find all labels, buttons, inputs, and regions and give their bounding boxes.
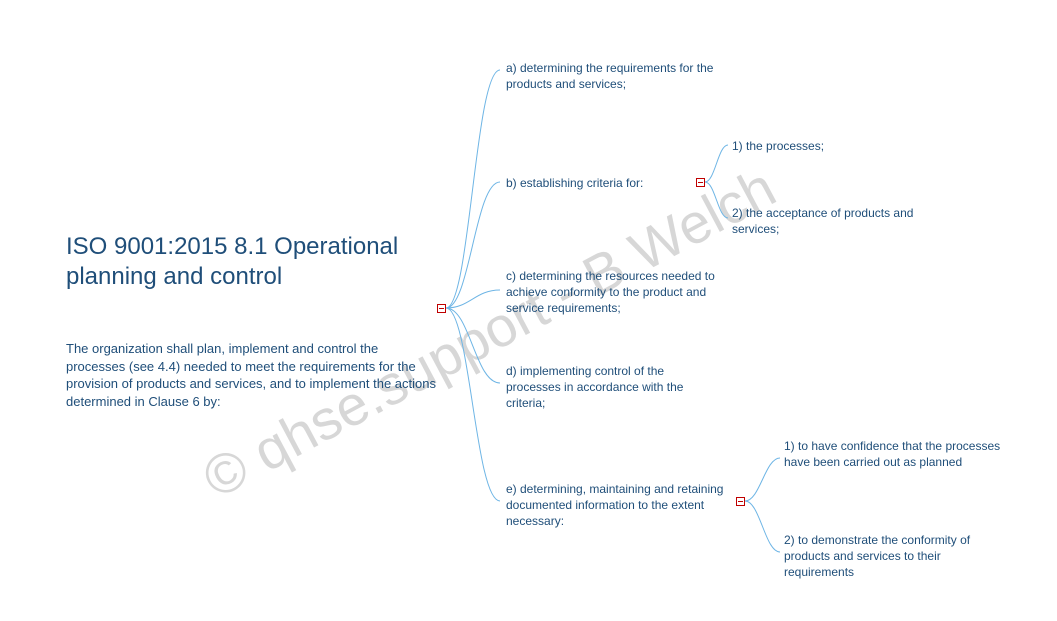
node-b: b) establishing criteria for: [506, 175, 686, 191]
root-description: The organization shall plan, implement a… [66, 340, 436, 410]
node-e-1: 1) to have confidence that the processes… [784, 438, 1004, 470]
watermark-text: © qhse.support - B Welch [192, 154, 786, 511]
node-e: e) determining, maintaining and retainin… [506, 481, 726, 530]
node-e-2: 2) to demonstrate the conformity of prod… [784, 532, 1004, 581]
node-d: d) implementing control of the processes… [506, 363, 706, 412]
collapse-icon[interactable] [437, 304, 446, 313]
node-c: c) determining the resources needed to a… [506, 268, 726, 317]
mindmap-canvas: © qhse.support - B Welch ISO 9001:2015 8… [0, 0, 1057, 621]
node-a: a) determining the requirements for the … [506, 60, 726, 92]
collapse-icon[interactable] [696, 178, 705, 187]
collapse-icon[interactable] [736, 497, 745, 506]
root-title: ISO 9001:2015 8.1 Operational planning a… [66, 232, 406, 292]
node-b-2: 2) the acceptance of products and servic… [732, 205, 942, 237]
node-b-1: 1) the processes; [732, 138, 932, 154]
